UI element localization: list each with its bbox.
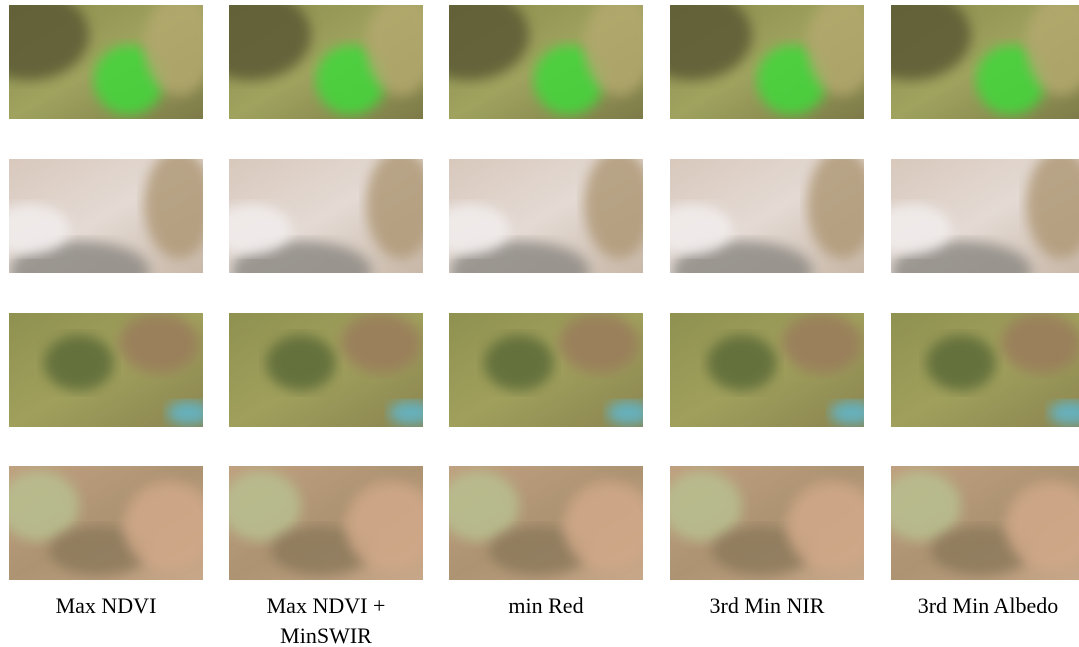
label-line: 3rd Min NIR (657, 591, 877, 621)
satellite-image (229, 5, 423, 119)
label-line: min Red (436, 591, 656, 621)
satellite-image (449, 313, 643, 427)
satellite-image (9, 5, 203, 119)
satellite-image (670, 313, 864, 427)
label-line: MinSWIR (216, 621, 436, 647)
satellite-image (891, 5, 1079, 119)
label-line: 3rd Min Albedo (878, 591, 1079, 621)
satellite-image (229, 313, 423, 427)
satellite-image (891, 466, 1079, 580)
figure: Max NDVIMax NDVI +MinSWIRmin Red3rd Min … (0, 0, 1079, 647)
satellite-image (449, 466, 643, 580)
satellite-image (670, 5, 864, 119)
satellite-image (449, 159, 643, 273)
column-label: 3rd Min NIR (657, 591, 877, 621)
label-line: Max NDVI (0, 591, 216, 621)
satellite-image (9, 466, 203, 580)
satellite-image (229, 466, 423, 580)
column-label: 3rd Min Albedo (878, 591, 1079, 621)
column-label: Max NDVI (0, 591, 216, 621)
satellite-image (670, 159, 864, 273)
satellite-image (9, 313, 203, 427)
satellite-image (891, 159, 1079, 273)
satellite-image (9, 159, 203, 273)
satellite-image (670, 466, 864, 580)
column-label: Max NDVI +MinSWIR (216, 591, 436, 647)
column-label: min Red (436, 591, 656, 621)
satellite-image (891, 313, 1079, 427)
label-line: Max NDVI + (216, 591, 436, 621)
satellite-image (449, 5, 643, 119)
satellite-image (229, 159, 423, 273)
